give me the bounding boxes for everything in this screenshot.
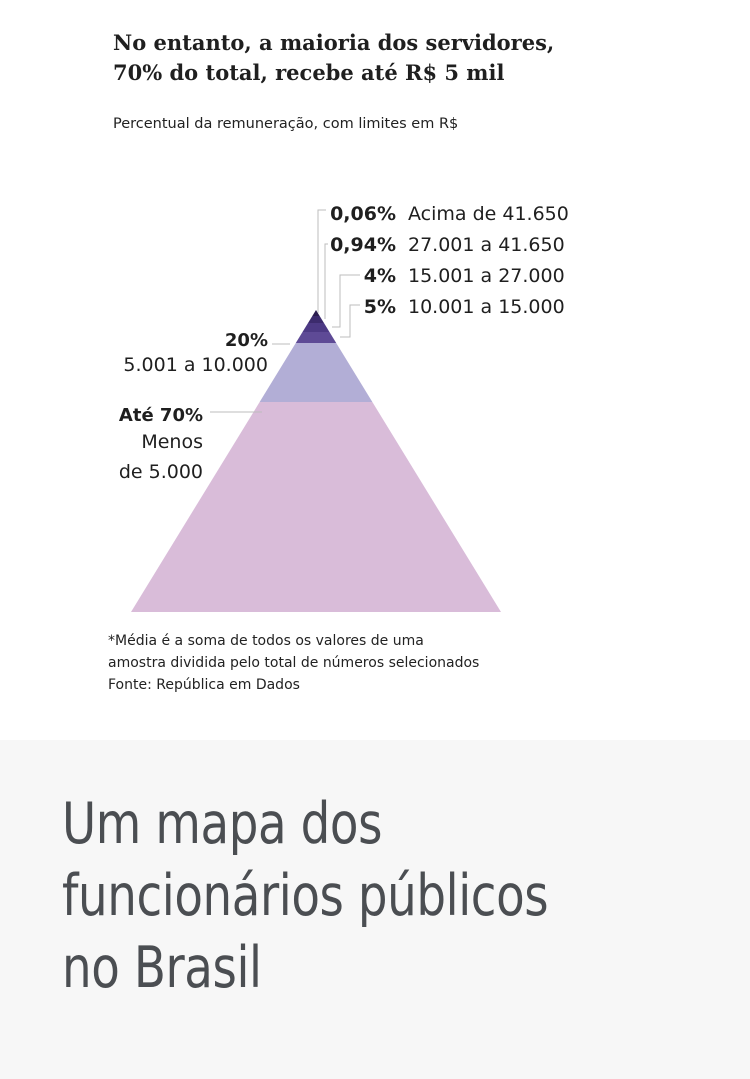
percent-label: 0,06% — [330, 203, 396, 225]
percent-label: 0,94% — [330, 234, 396, 256]
chart-title-line: 70% do total, recebe até R$ 5 mil — [113, 60, 505, 85]
headline-line: Um mapa dos — [62, 791, 383, 857]
leader-line — [317, 209, 326, 313]
pyramid-segment — [308, 316, 324, 323]
range-label: Acima de 41.650 — [408, 203, 569, 225]
pyramid-segment — [302, 323, 330, 332]
pyramid-segment — [312, 310, 320, 316]
range-label: 27.001 a 41.650 — [408, 234, 565, 256]
percent-label: Até 70% — [119, 405, 203, 426]
source-line: Fonte: República em Dados — [108, 677, 300, 693]
footnote-line: amostra dividida pelo total de números s… — [108, 655, 480, 671]
pyramid-segment — [131, 402, 501, 612]
pyramid-segment — [295, 332, 337, 343]
chart-title-line: No entanto, a maioria dos servidores, — [113, 30, 555, 55]
headline-line: funcionários públicos — [62, 863, 549, 929]
pyramid-chart: 0,06% Acima de 41.650 0,94% 27.001 a 41.650… — [119, 203, 569, 612]
range-label: Menos — [141, 431, 203, 453]
footnote-line: *Média é a soma de todos os valores de u… — [108, 633, 424, 649]
range-label: de 5.000 — [119, 461, 203, 483]
headline-line: no Brasil — [62, 935, 262, 1001]
range-label: 5.001 a 10.000 — [123, 354, 268, 376]
range-label: 10.001 a 15.000 — [408, 296, 565, 318]
leader-line — [324, 243, 328, 319]
percent-label: 20% — [225, 330, 268, 351]
range-label: 15.001 a 27.000 — [408, 265, 565, 287]
infographic-card: No entanto, a maioria dos servidores, 70… — [108, 28, 673, 696]
article-headline[interactable]: Um mapa dos funcionários públicos no Bra… — [62, 788, 603, 1004]
leader-line — [332, 274, 360, 328]
leader-line — [340, 304, 360, 338]
percent-label: 5% — [364, 296, 396, 318]
pyramid-segment — [259, 343, 373, 402]
chart-title: No entanto, a maioria dos servidores, 70… — [113, 28, 673, 88]
percent-label: 4% — [364, 265, 396, 287]
chart-subtitle: Percentual da remuneração, com limites e… — [113, 116, 459, 132]
footnote: *Média é a soma de todos os valores de u… — [108, 630, 628, 696]
